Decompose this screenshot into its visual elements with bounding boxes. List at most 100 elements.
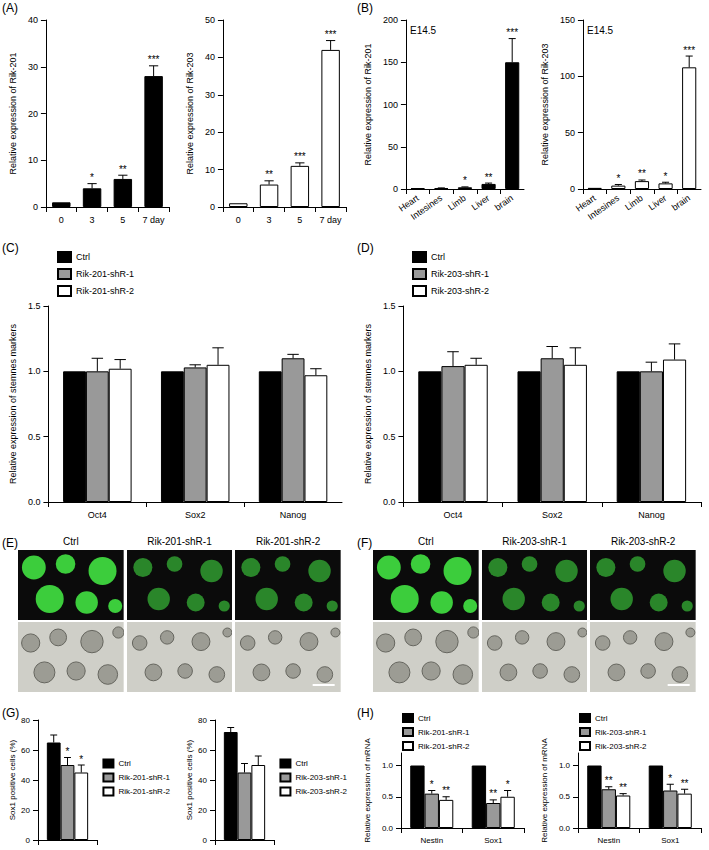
svg-text:60: 60 xyxy=(21,746,30,755)
svg-text:Nestin: Nestin xyxy=(420,836,443,845)
svg-text:brain: brain xyxy=(670,193,692,213)
svg-text:Ctrl: Ctrl xyxy=(76,252,90,262)
svg-text:1.0: 1.0 xyxy=(28,366,41,376)
svg-text:Sox2: Sox2 xyxy=(542,510,563,520)
svg-text:Relative expression of stemnes: Relative expression of stemnes markers xyxy=(8,323,18,484)
svg-text:0.5: 0.5 xyxy=(383,432,396,442)
svg-text:30: 30 xyxy=(205,90,215,100)
svg-text:10: 10 xyxy=(28,155,38,165)
svg-text:Relative expression of mRNA: Relative expression of mRNA xyxy=(540,738,549,843)
svg-text:0.5: 0.5 xyxy=(559,792,571,801)
svg-text:0: 0 xyxy=(26,836,31,845)
svg-text:**: ** xyxy=(638,168,646,179)
svg-text:Ctrl: Ctrl xyxy=(431,252,445,262)
svg-text:E14.5: E14.5 xyxy=(410,25,437,36)
svg-text:**: ** xyxy=(265,169,273,180)
svg-text:Rik-203-shR-2: Rik-203-shR-2 xyxy=(595,742,647,751)
svg-text:Sox1: Sox1 xyxy=(484,836,503,845)
svg-text:Sox2: Sox2 xyxy=(185,510,206,520)
svg-text:Rik-201-shR-2: Rik-201-shR-2 xyxy=(76,286,134,296)
svg-text:200: 200 xyxy=(383,15,398,25)
svg-text:Sox1: Sox1 xyxy=(661,836,680,845)
svg-text:*: * xyxy=(79,754,83,765)
svg-text:3: 3 xyxy=(90,215,95,225)
svg-text:***: *** xyxy=(683,45,695,56)
svg-text:*: * xyxy=(506,779,510,790)
svg-text:Relative expression of Rik-203: Relative expression of Rik-203 xyxy=(540,43,550,165)
svg-text:Limb: Limb xyxy=(446,193,468,212)
svg-text:0: 0 xyxy=(33,202,38,212)
svg-text:*: * xyxy=(616,173,620,184)
svg-text:7 day: 7 day xyxy=(143,215,166,225)
svg-text:50: 50 xyxy=(388,142,398,152)
svg-text:*: * xyxy=(664,171,668,182)
svg-text:brain: brain xyxy=(493,193,515,213)
svg-text:40: 40 xyxy=(205,52,215,62)
svg-text:Rik-201-shR-2: Rik-201-shR-2 xyxy=(118,787,170,796)
svg-text:3: 3 xyxy=(267,215,272,225)
svg-text:1.0: 1.0 xyxy=(383,366,396,376)
svg-text:60: 60 xyxy=(198,746,207,755)
svg-text:0.0: 0.0 xyxy=(28,497,41,507)
svg-text:Ctrl: Ctrl xyxy=(595,714,608,723)
svg-text:***: *** xyxy=(325,29,337,40)
svg-text:1.0: 1.0 xyxy=(382,761,394,770)
svg-text:Intesines: Intesines xyxy=(586,193,622,222)
svg-text:Relative expression of stemnes: Relative expression of stemnes markers xyxy=(363,323,373,484)
svg-text:Rik-203-shR-1: Rik-203-shR-1 xyxy=(295,773,347,782)
svg-text:20: 20 xyxy=(21,806,30,815)
svg-text:0: 0 xyxy=(59,215,64,225)
svg-text:**: ** xyxy=(605,775,613,786)
svg-text:Liver: Liver xyxy=(647,193,669,212)
svg-text:1.5: 1.5 xyxy=(383,301,396,311)
svg-text:Liver: Liver xyxy=(470,193,492,212)
svg-text:80: 80 xyxy=(198,716,207,725)
svg-text:Relative expression of Rik-201: Relative expression of Rik-201 xyxy=(363,43,373,165)
svg-text:20: 20 xyxy=(205,127,215,137)
svg-text:150: 150 xyxy=(383,57,398,67)
svg-text:Rik-203-shR-2: Rik-203-shR-2 xyxy=(431,286,489,296)
svg-text:80: 80 xyxy=(21,716,30,725)
svg-text:*: * xyxy=(66,746,70,757)
svg-text:0.5: 0.5 xyxy=(382,792,394,801)
svg-text:*: * xyxy=(430,779,434,790)
svg-text:***: *** xyxy=(506,27,518,38)
svg-text:Sox1 positive cells (%): Sox1 positive cells (%) xyxy=(8,739,17,820)
svg-text:50: 50 xyxy=(565,128,575,138)
svg-text:*: * xyxy=(668,773,672,784)
svg-text:0.0: 0.0 xyxy=(382,824,394,833)
svg-text:E14.5: E14.5 xyxy=(587,25,614,36)
svg-text:*: * xyxy=(463,175,467,186)
svg-text:Ctrl: Ctrl xyxy=(118,759,131,768)
svg-text:0.0: 0.0 xyxy=(383,497,396,507)
svg-text:Oct4: Oct4 xyxy=(88,510,107,520)
svg-text:0.5: 0.5 xyxy=(28,432,41,442)
svg-text:5: 5 xyxy=(120,215,125,225)
svg-text:Relative expression of mRNA: Relative expression of mRNA xyxy=(363,738,372,843)
svg-text:40: 40 xyxy=(28,15,38,25)
svg-text:Rik-203-shR-1: Rik-203-shR-1 xyxy=(595,728,647,737)
svg-text:Intesines: Intesines xyxy=(409,193,445,222)
svg-text:20: 20 xyxy=(28,109,38,119)
svg-text:Nanog: Nanog xyxy=(280,510,307,520)
svg-text:40: 40 xyxy=(21,776,30,785)
svg-text:Ctrl: Ctrl xyxy=(418,714,431,723)
svg-text:Ctrl: Ctrl xyxy=(295,759,308,768)
svg-text:Rik-201-shR-1: Rik-201-shR-1 xyxy=(118,773,170,782)
svg-text:**: ** xyxy=(619,782,627,793)
svg-text:***: *** xyxy=(294,151,306,162)
svg-text:***: *** xyxy=(148,54,160,65)
svg-text:Rik-203-shR-2: Rik-203-shR-2 xyxy=(295,787,347,796)
svg-text:Oct4: Oct4 xyxy=(444,510,463,520)
svg-text:Nanog: Nanog xyxy=(638,510,665,520)
svg-text:150: 150 xyxy=(560,15,575,25)
svg-text:0: 0 xyxy=(236,215,241,225)
svg-text:Rik-201-shR-1: Rik-201-shR-1 xyxy=(418,728,470,737)
svg-text:Rik-201-shR-1: Rik-201-shR-1 xyxy=(76,269,134,279)
svg-text:**: ** xyxy=(485,172,493,183)
svg-text:40: 40 xyxy=(198,776,207,785)
svg-text:5: 5 xyxy=(297,215,302,225)
svg-text:10: 10 xyxy=(205,165,215,175)
svg-text:Limb: Limb xyxy=(623,193,645,212)
svg-text:Relative expression of Rik-201: Relative expression of Rik-201 xyxy=(8,52,18,174)
